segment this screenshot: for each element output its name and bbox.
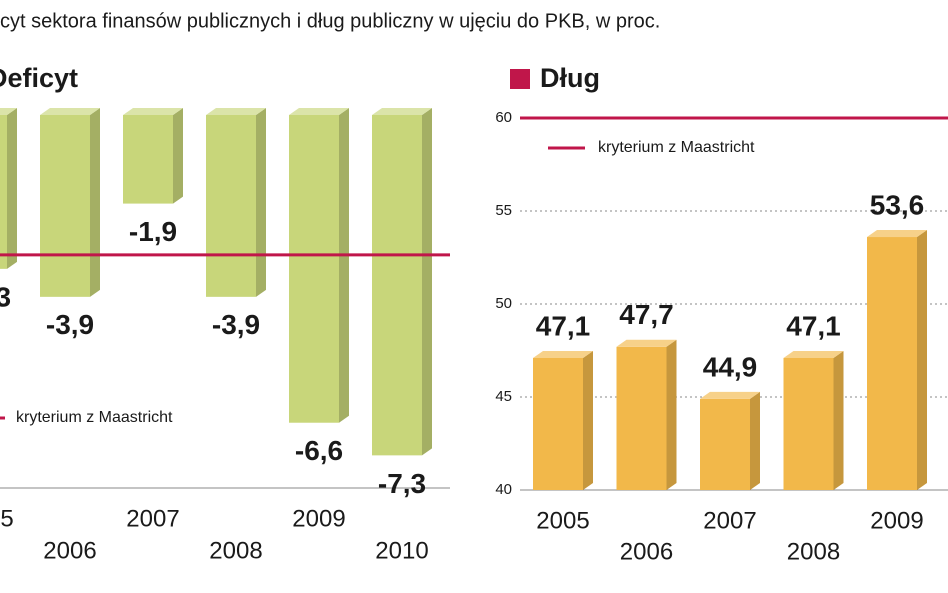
value-label: 47,1 [786, 310, 841, 341]
x-tick-label: 2006 [620, 538, 673, 565]
bar-side [256, 108, 266, 297]
bar [289, 115, 339, 423]
bar-top [616, 339, 677, 347]
bar-top [289, 108, 349, 115]
y-tick-label: 50 [495, 295, 512, 312]
legend-label: kryterium z Maastricht [598, 139, 755, 156]
bar [700, 398, 750, 490]
x-tick-label: 2010 [375, 537, 428, 564]
bar-top [372, 108, 432, 115]
bar [0, 115, 7, 269]
bar-side [666, 339, 677, 490]
bar-side [917, 230, 927, 491]
bar-top [700, 391, 760, 399]
bar [867, 237, 917, 490]
bar [783, 357, 834, 490]
bar-top [40, 108, 100, 115]
bar [372, 115, 422, 456]
x-tick-label: 2006 [43, 537, 96, 564]
x-tick-label: 2005 [0, 505, 14, 532]
x-tick-label: 2008 [209, 537, 262, 564]
bar-top [0, 108, 17, 115]
bar-side [90, 108, 100, 297]
chart-title: Deficyt [0, 63, 78, 93]
bar-side [583, 350, 593, 490]
bar [206, 115, 256, 297]
value-label: -6,6 [295, 435, 343, 466]
x-tick-label: 2007 [703, 507, 756, 534]
bar-side [422, 108, 432, 456]
value-label: -7,3 [378, 468, 426, 499]
value-label: -3,3 [0, 281, 11, 312]
title-marker [510, 69, 530, 89]
bar-side [339, 108, 349, 423]
legend-label: kryterium z Maastricht [16, 409, 173, 426]
bar-side [173, 108, 183, 204]
bar-top [533, 350, 593, 358]
page-title: cyt sektora finansów publicznych i dług … [0, 10, 660, 32]
bar-top [123, 108, 183, 115]
chart-title: Dług [540, 63, 600, 93]
y-tick-label: 40 [495, 481, 512, 498]
value-label: -3,9 [46, 309, 94, 340]
value-label: 47,1 [536, 310, 591, 341]
bar [616, 346, 667, 490]
bar-side [7, 108, 17, 269]
bar [123, 115, 173, 204]
x-tick-label: 2008 [787, 538, 840, 565]
value-label: 47,7 [619, 299, 674, 330]
y-tick-label: 60 [495, 109, 512, 126]
y-tick-label: 45 [495, 388, 512, 405]
value-label: -3,9 [212, 309, 260, 340]
value-label: 44,9 [703, 351, 758, 382]
value-label: -1,9 [129, 216, 177, 247]
bar-top [783, 350, 844, 358]
bar [533, 357, 583, 490]
bar-side [833, 350, 844, 490]
bar-side [750, 391, 760, 490]
bar-top [206, 108, 266, 115]
bar [40, 115, 90, 297]
x-tick-label: 2005 [536, 507, 589, 534]
x-tick-label: 2009 [292, 505, 345, 532]
value-label: 53,6 [870, 189, 925, 220]
x-tick-label: 2007 [126, 505, 179, 532]
y-tick-label: 55 [495, 202, 512, 219]
x-tick-label: 2009 [870, 507, 923, 534]
bar-top [867, 230, 927, 238]
